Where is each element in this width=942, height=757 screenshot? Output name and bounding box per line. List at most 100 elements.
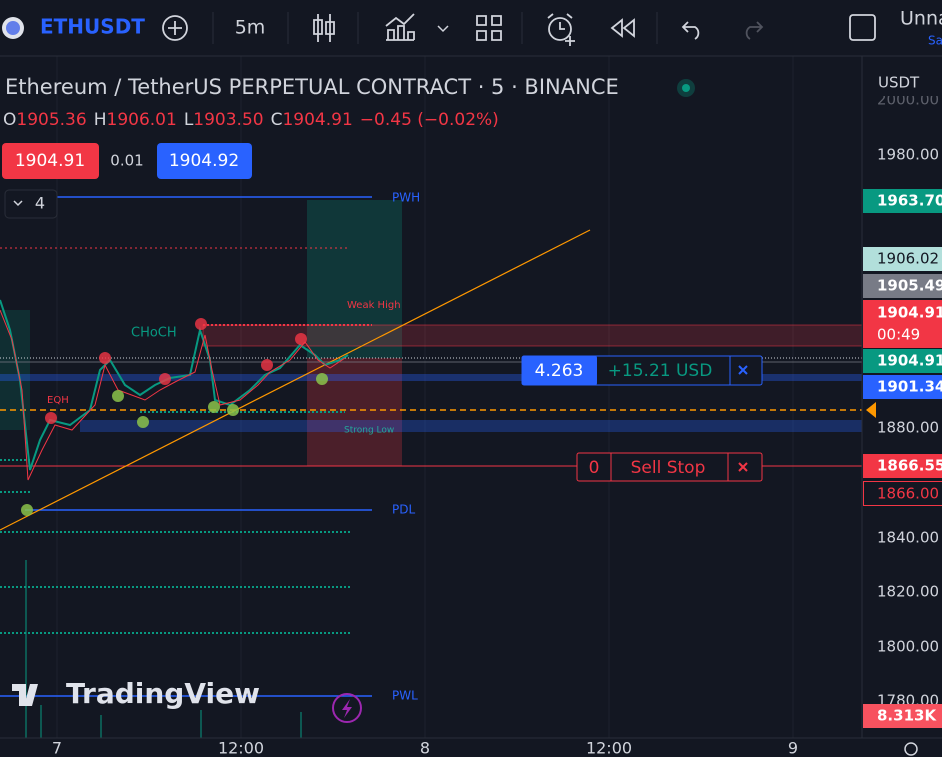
swing-low	[208, 401, 220, 413]
position-quantity-box	[522, 356, 597, 385]
profit-zone	[307, 200, 402, 358]
currency-selector[interactable]: USDT	[878, 74, 920, 92]
weak-high-label: Weak High	[347, 300, 401, 311]
chart-type-button[interactable]	[313, 14, 335, 42]
symbol-search[interactable]: ETHUSDT	[40, 15, 145, 39]
close-position-button[interactable]	[738, 365, 748, 375]
x-tick-label: 12:00	[218, 739, 264, 757]
countdown: 00:49	[877, 326, 920, 344]
price-tag	[863, 349, 942, 373]
settings-button[interactable]	[904, 742, 918, 756]
choch-label: CHoCH	[131, 326, 177, 341]
ohlc-label: H	[94, 110, 107, 130]
price-tag-label: 1963.70	[877, 192, 942, 210]
swing-highs	[45, 318, 307, 424]
price-tag	[863, 454, 942, 478]
swing-high	[295, 333, 307, 345]
price-tag-label: 1901.34	[877, 378, 942, 396]
symbol-title: Ethereum / TetherUS PERPETUAL CONTRACT ·…	[5, 75, 619, 99]
swing-high	[261, 359, 273, 371]
ohlc-label: O	[3, 110, 16, 130]
alert-icon	[547, 13, 575, 46]
alert-button[interactable]	[548, 17, 572, 41]
lightning-icon	[342, 699, 352, 718]
volume-bar	[200, 710, 202, 738]
price-tag-label: 1866.55	[877, 457, 942, 475]
currency-backdrop	[863, 70, 942, 96]
swing-high	[45, 412, 57, 424]
position-widget[interactable]: 4.263 +15.21 USD	[521, 355, 763, 386]
undo-button[interactable]	[681, 21, 700, 40]
ohlc: O1905.36 H1906.01 L1903.50 C1904.91 −0.45 (−…	[3, 110, 499, 130]
sell-price: 1904.91	[15, 151, 85, 171]
buy-button[interactable]	[157, 143, 252, 179]
order-widget[interactable]: 0 Sell Stop	[576, 452, 763, 482]
price-tag-label: 1906.02	[877, 250, 939, 268]
interval-button[interactable]: 5m	[235, 17, 266, 39]
logo-icon	[12, 684, 38, 706]
trend-line	[0, 229, 591, 531]
avg-price-marker	[866, 402, 876, 418]
volume-bar	[25, 560, 27, 738]
price-tag-label: 1866.00	[877, 485, 939, 503]
ohlc-value: 1903.50	[193, 110, 263, 130]
volume-bar	[100, 715, 102, 738]
cancel-order-button[interactable]	[738, 462, 748, 472]
ohlc-value: 1905.36	[16, 110, 86, 130]
layers-toggle[interactable]	[4, 189, 58, 219]
redo-button[interactable]	[745, 21, 764, 40]
volume-bar	[40, 705, 42, 738]
order-quantity: 0	[589, 458, 600, 478]
pwh-label: PWH	[392, 191, 420, 205]
price-tag	[863, 375, 942, 399]
pdl-label: PDL	[392, 503, 415, 517]
ohlc-value: 1904.91	[282, 110, 352, 130]
layout-name[interactable]: Unna	[900, 8, 942, 30]
price-tag-label: 1905.49	[877, 277, 942, 295]
volume	[25, 560, 302, 738]
indicators-menu[interactable]	[437, 25, 449, 33]
lightning-button[interactable]	[332, 693, 362, 723]
volume-tag-label: 8.313K	[877, 707, 937, 725]
strong-low-label: Strong Low	[344, 426, 394, 436]
order-box	[576, 452, 763, 482]
layers-count: 4	[35, 194, 45, 213]
price-tag	[863, 274, 942, 298]
chevron	[13, 200, 23, 207]
demand-zone	[80, 420, 862, 432]
toolbar	[0, 0, 942, 56]
y-tick-label: 1840.00	[877, 529, 939, 547]
branding: TradingView	[66, 677, 260, 710]
ohlc-label: L	[184, 110, 194, 130]
buy-price: 1904.92	[169, 151, 239, 171]
pwl-label: PWL	[392, 689, 418, 703]
swing-low	[137, 416, 149, 428]
y-tick-label: 1820.00	[877, 583, 939, 601]
symbol-icon-inner	[6, 21, 20, 35]
position-pnl: +15.21 USD	[608, 361, 713, 381]
x-tick-label: 9	[788, 739, 798, 757]
y-tick-label: 1800.00	[877, 638, 939, 656]
swing-low	[21, 504, 33, 516]
order-type: Sell Stop	[631, 458, 706, 478]
compare-button[interactable]	[162, 15, 188, 41]
replay-button[interactable]	[610, 18, 635, 38]
swing-lows	[21, 373, 328, 516]
price-path	[0, 309, 346, 481]
layout-save[interactable]	[849, 14, 876, 41]
spread: 0.01	[110, 152, 143, 170]
sell-button[interactable]	[2, 143, 99, 179]
layout-button[interactable]	[476, 15, 502, 41]
indicators-button[interactable]	[385, 13, 415, 41]
x-tick-label: 7	[52, 739, 62, 757]
eqh-label: EQH	[47, 395, 69, 406]
ohlc-value: 1906.01	[107, 110, 177, 130]
price-tag	[863, 481, 942, 506]
ohlc-label: C	[271, 110, 283, 130]
demand-zone	[0, 374, 862, 381]
price-tag	[863, 300, 942, 348]
swing-high	[99, 352, 111, 364]
x-tick-label: 8	[420, 739, 430, 757]
zone	[0, 310, 30, 430]
